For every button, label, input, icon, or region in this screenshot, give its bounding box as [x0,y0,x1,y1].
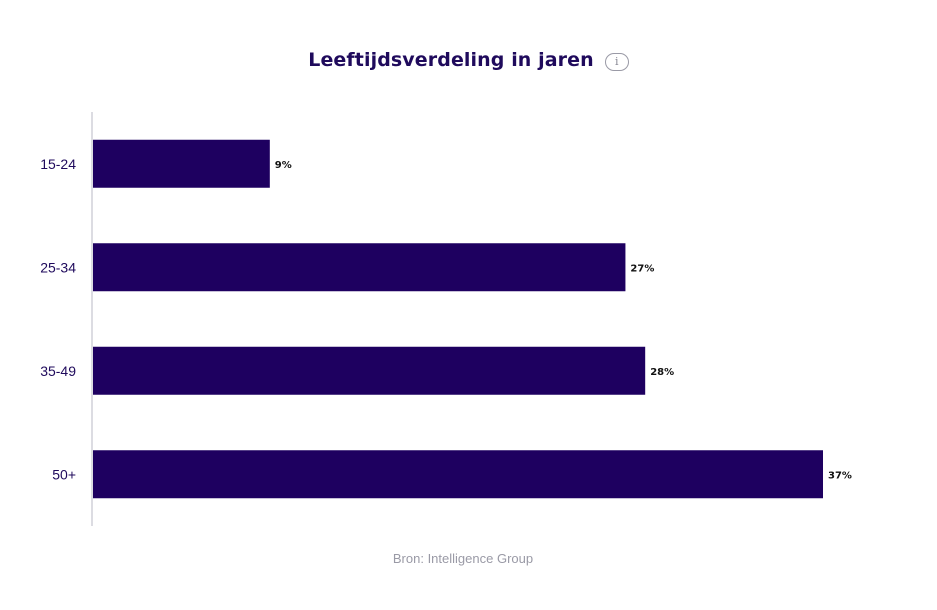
bar-25-34[interactable] [93,243,626,292]
category-label-35-49: 35-49 [40,363,76,379]
bar-15-24[interactable] [93,139,270,188]
chart-header: Leeftijdsverdeling in jaren i [0,44,937,76]
value-label-25-34: 27% [630,263,654,274]
category-label-50+: 50+ [52,466,76,482]
category-label-15-24: 15-24 [40,156,76,172]
value-label-35-49: 28% [650,367,674,378]
category-label-25-34: 25-34 [40,259,76,275]
value-label-15-24: 9% [275,160,292,171]
bar-35-49[interactable] [93,346,646,395]
chart-title: Leeftijdsverdeling in jaren [308,49,594,71]
source-note: Bron: Intelligence Group [392,551,534,566]
info-icon: i [615,55,619,68]
info-button[interactable]: i [604,52,629,71]
bar-50+[interactable] [93,450,823,499]
bars-group: 15-24 9% 25-34 27% 35-49 28% 50+ 37% [40,139,852,499]
value-label-50+: 37% [828,470,852,481]
